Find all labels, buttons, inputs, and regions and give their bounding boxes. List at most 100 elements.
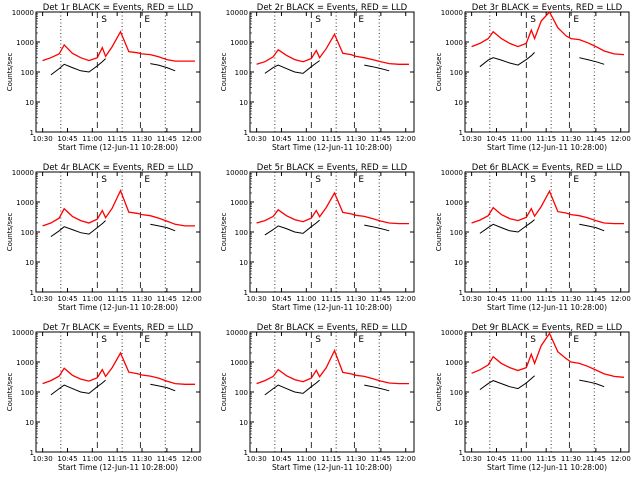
marker-label: S xyxy=(101,335,107,345)
marker-label: E xyxy=(144,175,150,185)
panel-title: Det 5r BLACK = Events, RED = LLD xyxy=(257,163,408,173)
x-tick-label: 11:45 xyxy=(586,455,606,463)
y-tick-label: 10000 xyxy=(441,169,463,177)
x-tick-label: 11:30 xyxy=(346,455,366,463)
marker-label: E xyxy=(573,15,579,25)
x-tick-label: 11:30 xyxy=(346,135,366,143)
y-tick-label: 1000 xyxy=(16,199,34,207)
x-tick-label: 10:30 xyxy=(462,295,482,303)
x-tick-label: 11:30 xyxy=(132,295,152,303)
x-axis-label: Start Time (12-Jun-11 10:28:00) xyxy=(487,463,607,472)
x-tick-label: 11:15 xyxy=(321,135,341,143)
x-axis-label: Start Time (12-Jun-11 10:28:00) xyxy=(272,463,392,472)
marker-label: E xyxy=(144,335,150,345)
x-axis-label: Start Time (12-Jun-11 10:28:00) xyxy=(272,303,392,312)
marker-label: E xyxy=(358,335,364,345)
y-tick-label: 1000 xyxy=(230,199,248,207)
x-tick-label: 11:45 xyxy=(371,455,391,463)
y-tick-label: 100 xyxy=(235,69,248,77)
x-axis-label: Start Time (12-Jun-11 10:28:00) xyxy=(487,303,607,312)
panel-1: Det 1r BLACK = Events, RED = LLD 1 10 100 10… xyxy=(6,3,202,152)
x-tick-label: 11:00 xyxy=(82,135,102,143)
series-line-events xyxy=(479,375,605,391)
panel-title: Det 8r BLACK = Events, RED = LLD xyxy=(257,323,408,333)
x-tick-label: 10:30 xyxy=(33,135,53,143)
panel-title: Det 9r BLACK = Events, RED = LLD xyxy=(472,323,623,333)
x-tick-label: 10:45 xyxy=(486,295,506,303)
x-tick-label: 11:30 xyxy=(561,295,581,303)
marker-label: S xyxy=(101,175,107,185)
panel-3: Det 3r BLACK = Events, RED = LLD 1 10 100 10… xyxy=(435,3,631,152)
panel-title: Det 3r BLACK = Events, RED = LLD xyxy=(472,3,623,13)
x-tick-label: 12:00 xyxy=(182,455,202,463)
x-tick-label: 11:30 xyxy=(346,295,366,303)
series-line-lld xyxy=(42,188,195,227)
x-tick-label: 11:30 xyxy=(561,455,581,463)
x-axis-label: Start Time (12-Jun-11 10:28:00) xyxy=(487,143,607,152)
x-tick-label: 10:30 xyxy=(247,135,267,143)
y-tick-label: 10000 xyxy=(12,169,34,177)
y-tick-label: 100 xyxy=(235,229,248,237)
y-axis-label: Counts/sec xyxy=(435,213,443,252)
y-tick-label: 10 xyxy=(239,259,248,267)
x-tick-label: 11:15 xyxy=(536,135,556,143)
y-tick-label: 1000 xyxy=(16,39,34,47)
y-tick-label: 10 xyxy=(454,259,463,267)
x-tick-label: 11:00 xyxy=(296,135,316,143)
y-axis-label: Counts/sec xyxy=(6,53,14,92)
y-tick-label: 10000 xyxy=(12,9,34,17)
x-tick-label: 12:00 xyxy=(611,455,631,463)
marker-label: E xyxy=(573,175,579,185)
x-tick-label: 10:30 xyxy=(33,295,53,303)
x-tick-label: 11:15 xyxy=(536,455,556,463)
x-axis-label: Start Time (12-Jun-11 10:28:00) xyxy=(58,463,178,472)
y-tick-label: 100 xyxy=(235,389,248,397)
y-tick-label: 10 xyxy=(239,99,248,107)
x-tick-label: 11:00 xyxy=(82,455,102,463)
x-tick-label: 11:00 xyxy=(296,295,316,303)
panel-title: Det 1r BLACK = Events, RED = LLD xyxy=(43,3,194,13)
series-line-lld xyxy=(42,351,195,385)
y-tick-label: 1 xyxy=(30,289,34,297)
panel-5: Det 5r BLACK = Events, RED = LLD 1 10 100 10… xyxy=(220,163,416,312)
x-tick-label: 11:15 xyxy=(107,295,127,303)
series-line-events xyxy=(479,219,605,234)
y-axis-label: Counts/sec xyxy=(435,373,443,412)
x-tick-label: 10:45 xyxy=(57,135,77,143)
marker-label: E xyxy=(144,15,150,25)
x-tick-label: 11:45 xyxy=(157,135,177,143)
y-tick-label: 10000 xyxy=(226,169,248,177)
panel-title: Det 6r BLACK = Events, RED = LLD xyxy=(472,163,623,173)
panel-title: Det 7r BLACK = Events, RED = LLD xyxy=(43,323,194,333)
series-line-events xyxy=(264,60,390,74)
x-tick-label: 10:30 xyxy=(247,455,267,463)
y-tick-label: 100 xyxy=(450,69,463,77)
y-tick-label: 1000 xyxy=(230,39,248,47)
series-line-lld xyxy=(42,30,195,62)
y-tick-label: 10 xyxy=(25,259,34,267)
y-tick-label: 10000 xyxy=(226,329,248,337)
series-line-events xyxy=(264,379,390,396)
x-tick-label: 11:00 xyxy=(511,135,531,143)
series-line-lld xyxy=(256,191,409,225)
x-tick-label: 11:15 xyxy=(321,455,341,463)
x-tick-label: 11:45 xyxy=(371,295,391,303)
x-axis-label: Start Time (12-Jun-11 10:28:00) xyxy=(272,143,392,152)
y-tick-label: 10000 xyxy=(12,329,34,337)
x-tick-label: 12:00 xyxy=(396,295,416,303)
y-tick-label: 100 xyxy=(21,229,34,237)
x-tick-label: 11:15 xyxy=(536,295,556,303)
y-tick-label: 100 xyxy=(450,229,463,237)
marker-label: E xyxy=(358,175,364,185)
x-tick-label: 10:45 xyxy=(486,135,506,143)
y-axis-label: Counts/sec xyxy=(6,373,14,412)
x-tick-label: 10:45 xyxy=(57,295,77,303)
x-tick-label: 11:00 xyxy=(82,295,102,303)
y-tick-label: 1 xyxy=(244,289,248,297)
x-axis-label: Start Time (12-Jun-11 10:28:00) xyxy=(58,143,178,152)
x-tick-label: 11:30 xyxy=(132,455,152,463)
y-axis-label: Counts/sec xyxy=(220,213,228,252)
marker-label: S xyxy=(530,335,536,345)
marker-label: S xyxy=(530,15,536,25)
